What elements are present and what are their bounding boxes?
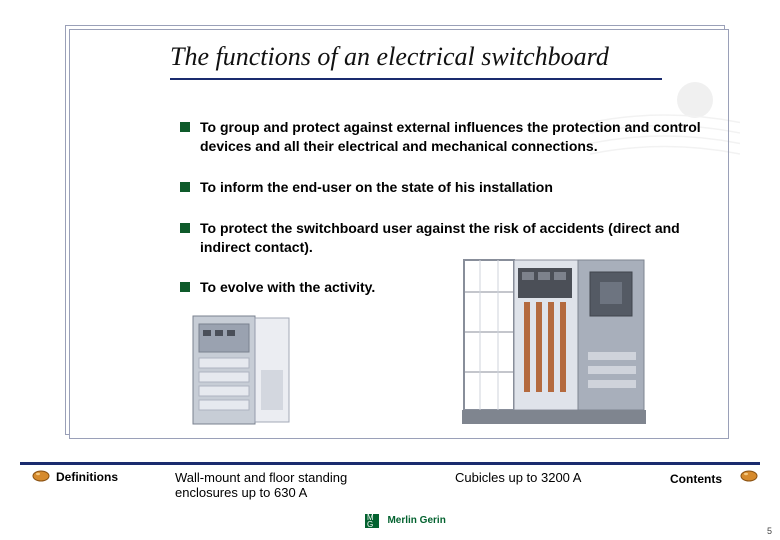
square-bullet-icon [180, 182, 190, 192]
bullet-item: To group and protect against external in… [180, 118, 720, 156]
logo-mark-icon: M G [365, 514, 379, 528]
definitions-link[interactable]: Definitions [56, 470, 118, 484]
title-underline [170, 78, 662, 80]
logo-initial-g: G [367, 520, 373, 529]
bullet-item: To protect the switchboard user against … [180, 219, 720, 257]
square-bullet-icon [180, 223, 190, 233]
page-title: The functions of an electrical switchboa… [170, 42, 609, 72]
wall-mount-enclosure-image [185, 310, 295, 430]
square-bullet-icon [180, 122, 190, 132]
contents-link[interactable]: Contents [670, 472, 722, 486]
caption-cubicles: Cubicles up to 3200 A [455, 470, 581, 485]
page-number: 5 [767, 526, 772, 536]
caption-wall-mount: Wall-mount and floor standing enclosures… [175, 470, 375, 500]
footer-rule [20, 462, 760, 465]
bullet-text: To inform the end-user on the state of h… [200, 178, 553, 197]
cubicle-enclosure-image [460, 252, 660, 430]
bullet-item: To inform the end-user on the state of h… [180, 178, 720, 197]
bullet-text: To group and protect against external in… [200, 118, 720, 156]
logo-brand-text: Merlin Gerin [387, 515, 445, 526]
definitions-nav-icon[interactable] [32, 470, 50, 482]
bullet-text: To evolve with the activity. [200, 278, 375, 297]
bullet-text: To protect the switchboard user against … [200, 219, 720, 257]
contents-nav-icon[interactable] [740, 470, 758, 482]
merlin-gerin-logo: M G Merlin Gerin [365, 512, 446, 530]
square-bullet-icon [180, 282, 190, 292]
